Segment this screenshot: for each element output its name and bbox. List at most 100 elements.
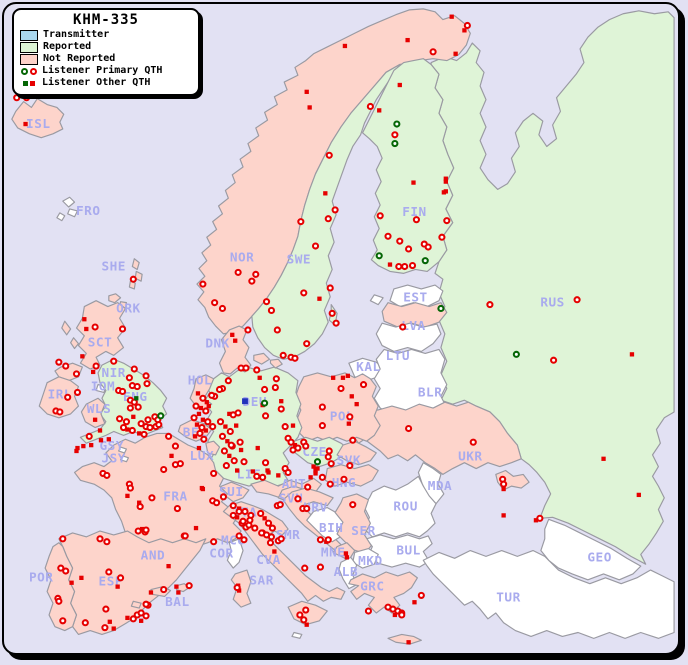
listener-primary-marker (117, 574, 125, 582)
listener-primary-marker (268, 524, 277, 532)
listener-other-marker (200, 486, 206, 492)
country-label-por: POR (29, 570, 53, 585)
listener-other-marker (134, 396, 139, 401)
listener-other-marker (194, 422, 200, 427)
listener-markers (13, 14, 641, 645)
listener-primary-marker (242, 364, 250, 372)
listener-primary-marker (401, 262, 409, 271)
country-label-gsy: GSY (100, 438, 124, 453)
listener-primary-marker (273, 326, 281, 334)
listener-primary-marker (359, 381, 368, 389)
listener-other-marker (193, 525, 199, 531)
listener-primary-marker (92, 362, 100, 370)
listener-primary-marker (140, 430, 148, 438)
listener-primary-marker (185, 582, 193, 590)
listener-other-marker (317, 296, 322, 301)
listener-primary-marker (196, 429, 204, 437)
legend-rows: Transmitter Reported Not Reported Listener … (20, 29, 192, 89)
listener-primary-marker (395, 262, 403, 271)
listener-primary-marker (144, 416, 152, 424)
listener-other-marker (313, 468, 318, 473)
country-jsy (119, 455, 130, 463)
country-label-rou: ROU (393, 499, 417, 514)
listener-other-marker (308, 475, 313, 480)
listener-primary-marker (202, 407, 210, 415)
listener-primary-marker (103, 538, 111, 546)
listener-other-marker (345, 373, 351, 378)
listener-primary-marker (118, 387, 127, 396)
listener-primary-marker (213, 499, 221, 507)
listener-primary-marker (173, 504, 181, 513)
listener-primary-marker (393, 120, 401, 128)
listener-primary-marker (437, 304, 445, 313)
listener-primary-marker (118, 325, 127, 333)
listener-primary-marker (251, 524, 259, 532)
listener-other-marker (230, 332, 235, 337)
listener-other-marker (74, 448, 79, 454)
listener-primary-marker (253, 366, 261, 374)
legend-circle-pair-icon (20, 67, 37, 75)
country-label-bal: BAL (165, 594, 189, 609)
listener-other-marker (449, 14, 454, 19)
listener-primary-marker (486, 301, 494, 309)
listener-other-marker (82, 317, 87, 322)
country-label-hol: HOL (188, 373, 212, 388)
listener-primary-marker (234, 409, 242, 417)
listener-primary-marker (62, 362, 70, 370)
country-label-grc: GRC (360, 579, 384, 594)
listener-other-marker (533, 518, 539, 523)
listener-primary-marker (235, 532, 243, 540)
listener-other-marker (176, 590, 181, 595)
listener-other-marker (238, 447, 244, 453)
country-gsy (118, 446, 128, 454)
listener-primary-marker (349, 501, 357, 509)
country-label-bul: BUL (396, 542, 420, 557)
listener-other-marker (453, 51, 458, 56)
listener-primary-marker (463, 21, 471, 30)
country-label-swe: SWE (287, 252, 311, 267)
listener-other-marker (125, 615, 130, 621)
listener-other-marker (137, 431, 142, 436)
listener-other-marker (501, 486, 506, 492)
legend-square-pair-icon (20, 80, 37, 86)
listener-primary-marker (59, 535, 67, 543)
country-label-est: EST (403, 290, 427, 305)
legend-item-label: Not Reported (43, 53, 116, 64)
listener-primary-marker (291, 354, 299, 362)
listener-other-marker (266, 470, 271, 475)
listener-primary-marker (55, 358, 63, 366)
listener-primary-marker (318, 422, 326, 430)
listener-primary-marker (324, 215, 332, 223)
listener-primary-marker (204, 418, 212, 426)
listener-other-marker (81, 443, 86, 449)
listener-primary-marker (261, 412, 270, 420)
listener-other-marker (89, 442, 94, 448)
listener-other-marker (223, 424, 228, 429)
europe-map: ISLFROSHEORKSCTNIRIOMIRLENGWLSGSYJSYNORS… (11, 8, 675, 645)
listener-primary-marker (398, 611, 406, 619)
listener-other-marker (138, 618, 144, 623)
country-bal-ibiza (130, 600, 142, 609)
listener-primary-marker (300, 289, 308, 297)
listener-primary-marker (211, 299, 219, 307)
listener-primary-marker (391, 131, 399, 139)
listener-primary-marker (279, 351, 287, 359)
listener-primary-marker (276, 501, 284, 509)
listener-other-marker (137, 500, 142, 505)
listener-primary-marker (550, 356, 558, 364)
listener-other-marker (405, 37, 410, 43)
country-label-ork: ORK (116, 300, 140, 315)
listener-primary-marker (210, 538, 218, 546)
listener-primary-marker (240, 536, 248, 544)
listener-primary-marker (239, 517, 247, 525)
listener-primary-marker (134, 527, 142, 535)
listener-primary-marker (512, 350, 520, 358)
listener-other-marker (192, 434, 198, 439)
listener-primary-marker (246, 516, 254, 524)
listener-other-marker (313, 471, 318, 476)
listener-primary-marker (160, 586, 168, 594)
listener-primary-marker (219, 493, 228, 501)
listener-primary-marker (438, 233, 446, 241)
country-label-tur: TUR (496, 589, 520, 604)
